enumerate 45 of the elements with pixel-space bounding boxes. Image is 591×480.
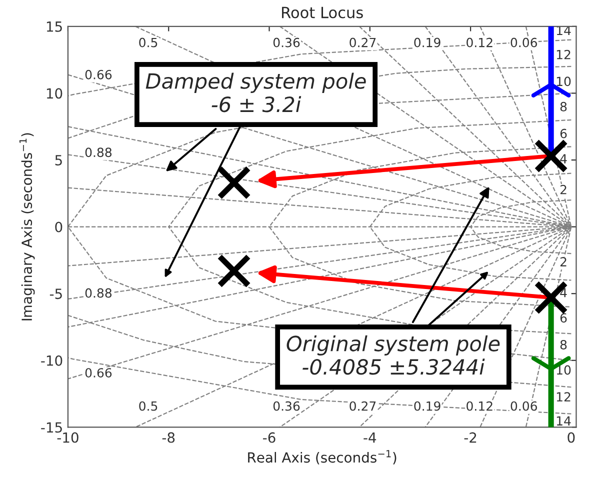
x-tick-label: -2	[464, 432, 476, 443]
annotation: 0.27	[350, 401, 376, 411]
x-tick-label: -4	[364, 432, 376, 443]
annotation: 8	[560, 340, 567, 350]
annotation: 2	[560, 184, 566, 194]
annotation: 6	[560, 128, 567, 138]
y-tick-label: -10	[41, 355, 62, 366]
x-axis-title: Real Axis (seconds$^{−1}$)	[248, 450, 396, 464]
y-tick-label: -15	[41, 422, 62, 433]
annotation: 0.88	[85, 288, 112, 298]
annotation: 0.5	[139, 401, 158, 411]
x-tick-label: -8	[162, 432, 175, 443]
y-tick-label: 5	[55, 155, 62, 166]
chart-title: Root Locus	[282, 6, 363, 18]
annotation: 0.12	[466, 401, 492, 411]
annotation: 0.36	[273, 401, 300, 411]
y-tick-label: -5	[50, 288, 62, 300]
annotation: 2	[560, 257, 566, 266]
annotation: 8	[560, 102, 567, 112]
annotation: 0.12	[466, 38, 492, 48]
annotation: 6	[560, 313, 567, 323]
annotation: 0.19	[414, 38, 440, 48]
annotation: 0.88	[85, 148, 112, 158]
annotation: 0.66	[85, 368, 112, 378]
annotation: 4	[560, 154, 567, 164]
annotation: 0.27	[350, 38, 376, 48]
x-tick-label: -6	[263, 432, 276, 443]
y-tick-label: 0	[55, 222, 62, 232]
x-tick-label: 0	[568, 432, 575, 443]
annotation: 0.5	[139, 38, 158, 48]
annotation: Original system pole -0.4085 ±5.3244i	[286, 335, 500, 375]
y-tick-label: 15	[46, 22, 62, 32]
annotation: 0.19	[414, 401, 440, 411]
y-axis-title: Imaginary Axis (seconds$^{−1}$)	[19, 133, 35, 320]
annotation: 10	[556, 76, 571, 86]
annotation: 12	[556, 50, 570, 60]
annotation: 0.06	[510, 38, 538, 48]
annotation: Damped system pole -6 ± 3.2i	[146, 72, 366, 112]
y-tick-label: 10	[46, 88, 62, 99]
annotation: 4	[560, 288, 567, 298]
annotation: 0.66	[85, 70, 112, 80]
annotation: 14	[556, 416, 571, 426]
annotation: 0.36	[273, 38, 300, 48]
annotation: 0.06	[510, 401, 538, 411]
annotation: 12	[556, 392, 570, 402]
